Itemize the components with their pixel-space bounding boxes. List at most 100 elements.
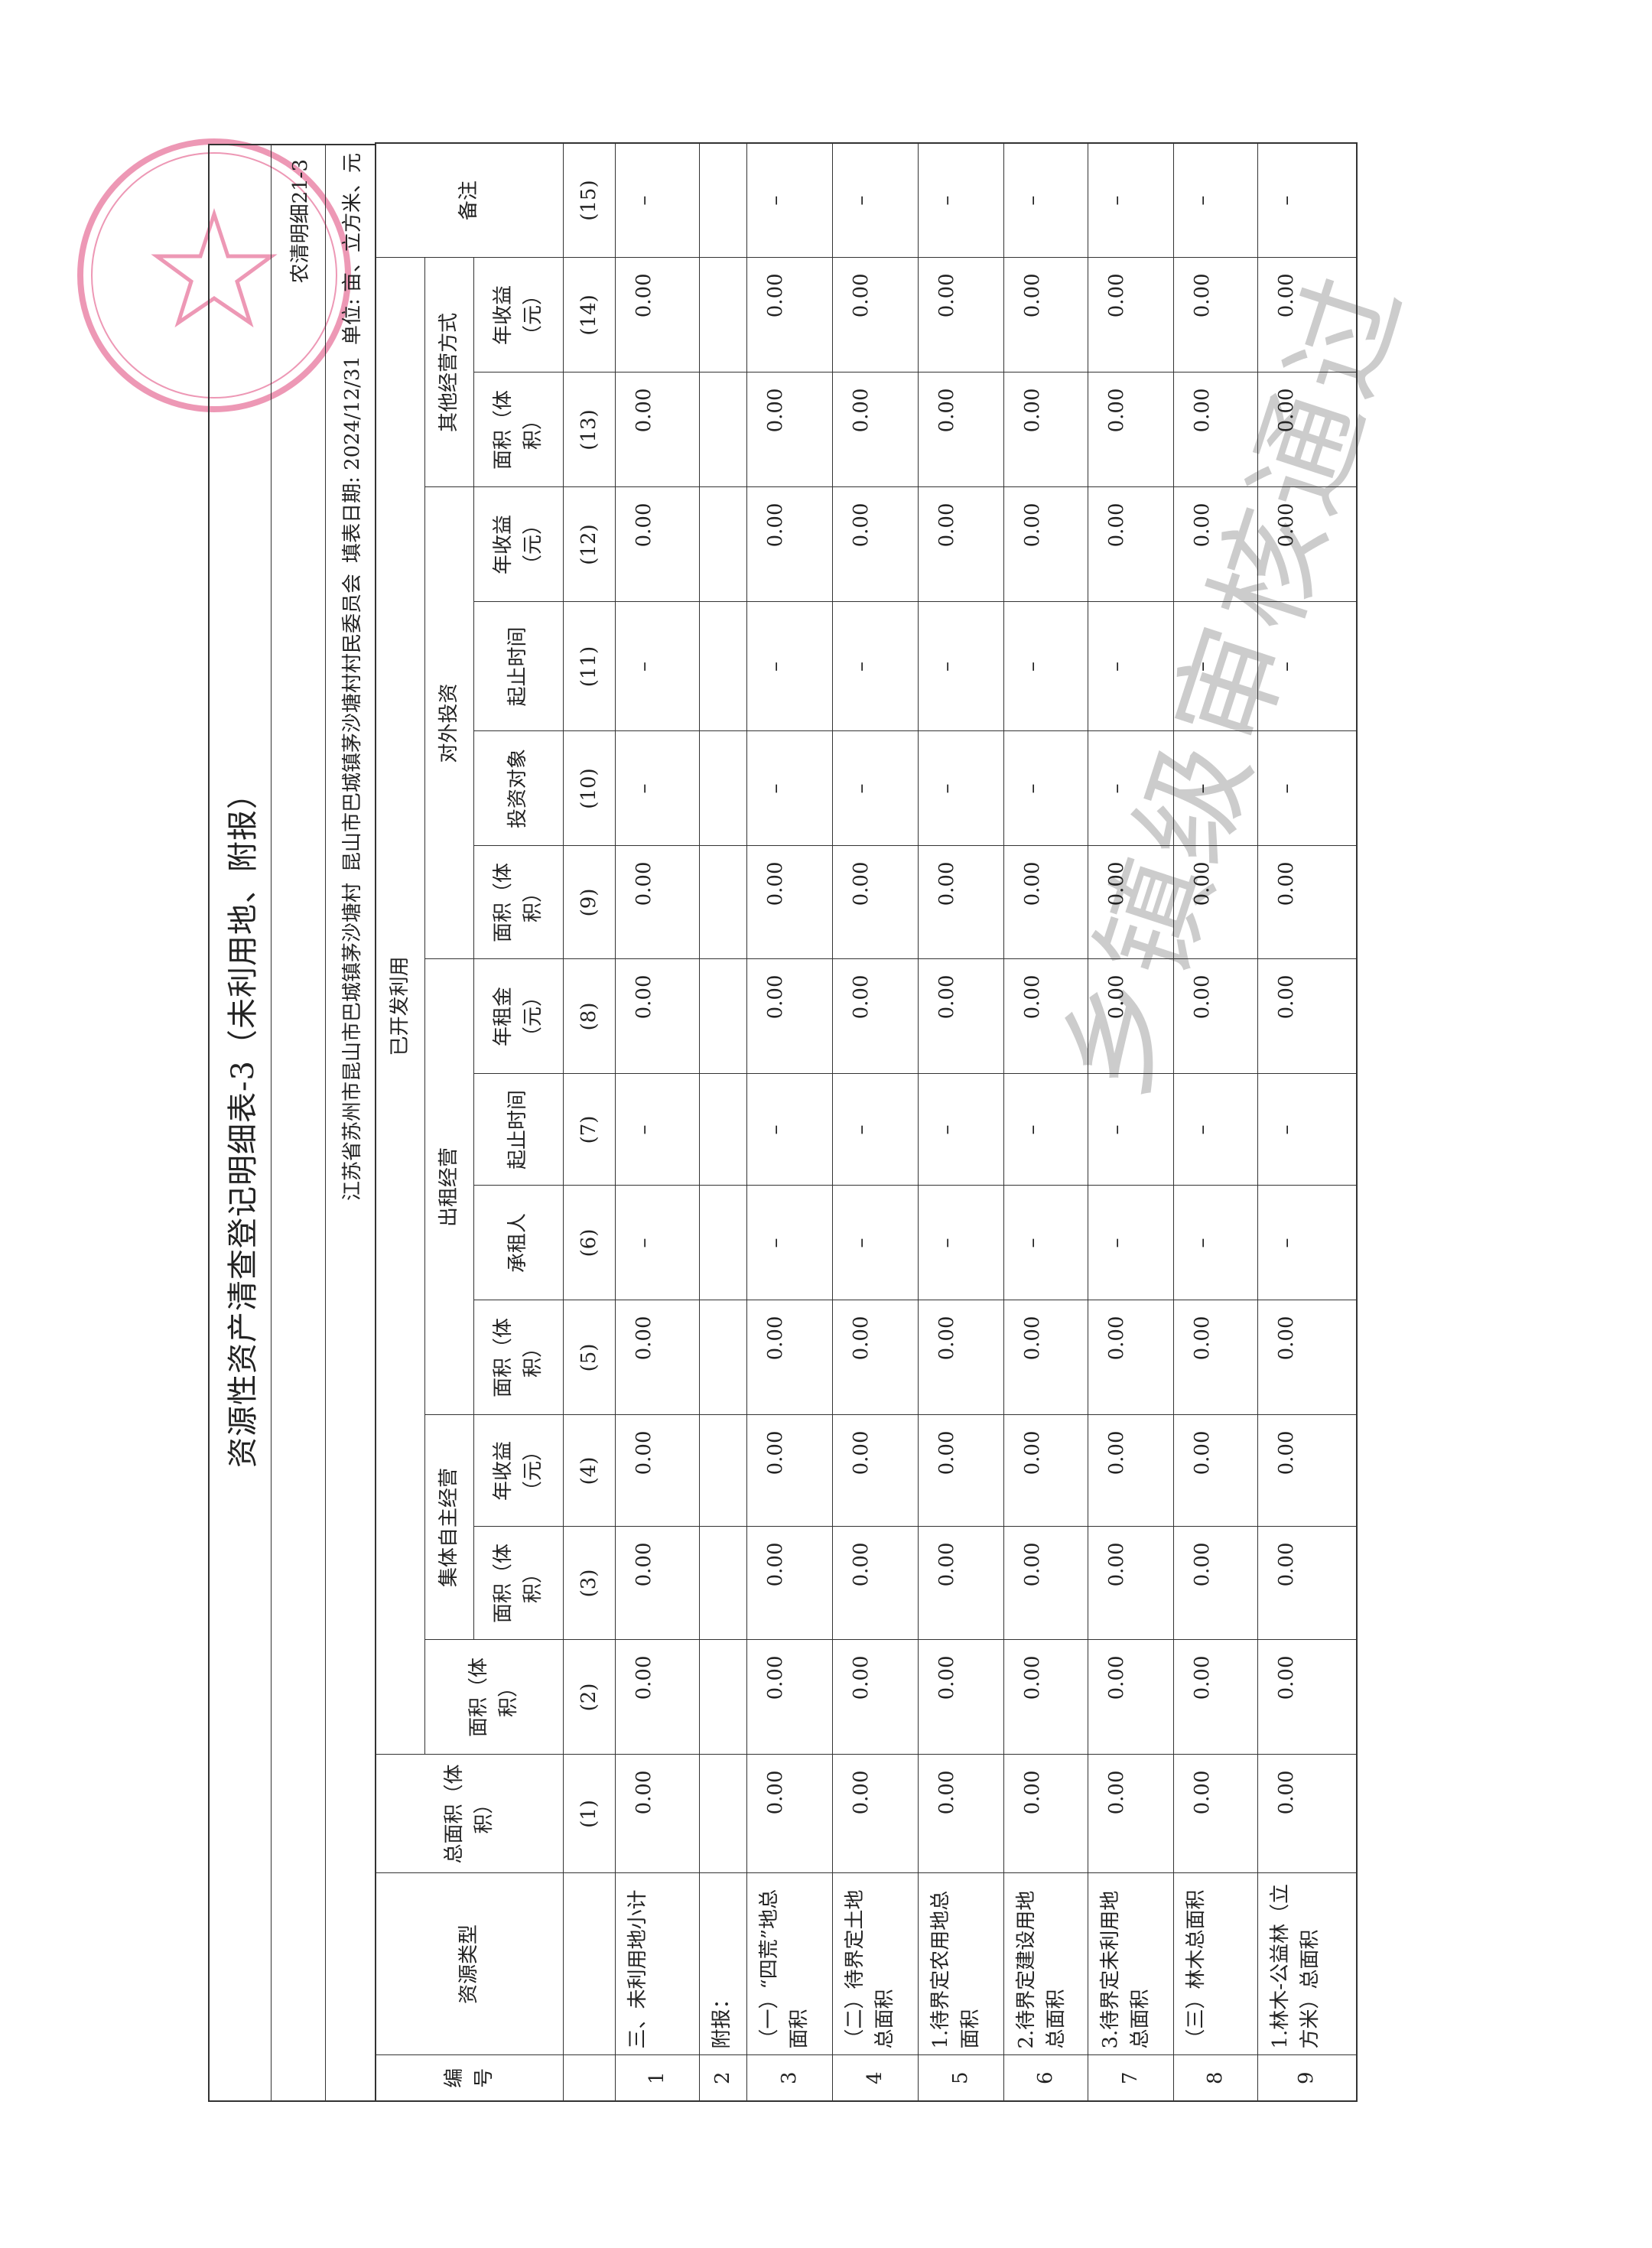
cell-col-13: 0.00: [1173, 372, 1257, 487]
column-index: (4): [563, 1415, 615, 1527]
cell-col-11: –: [918, 602, 1003, 731]
column-index: (7): [563, 1074, 615, 1186]
column-index: (13): [563, 372, 615, 487]
cell-col-7: –: [1088, 1074, 1173, 1186]
form-code: 农清明细21-3: [288, 159, 312, 284]
unit: 亩、立方米、元: [340, 153, 364, 293]
cell-col-8: 0.00: [1257, 959, 1357, 1074]
cell-col-5: 0.00: [1088, 1300, 1173, 1415]
cell-col-14: 0.00: [918, 257, 1003, 372]
cell-col-4: 0.00: [1173, 1415, 1257, 1527]
cell-col-10: –: [1088, 731, 1173, 846]
column-index: (9): [563, 846, 615, 959]
cell-col-4: 0.00: [918, 1415, 1003, 1527]
asset-register-sheet: 资源性资产清查登记明细表-3（未利用地、附报） 农清明细21-3 江苏省苏州市昆…: [208, 142, 1378, 2102]
resource-type: （三）林木总面积: [1173, 1873, 1257, 2055]
table-row: 5 1.待界定农用地总面积 0.00 0.00 0.00 0.00 0.00– –0.00 0.…: [918, 142, 1003, 2101]
resource-type: 1.待界定农用地总面积: [918, 1873, 1003, 2055]
cell-col-10: –: [918, 731, 1003, 846]
table-row: 7 3.待界定未利用地总面积 0.00 0.00 0.00 0.00 0.00– –0.00 0…: [1088, 142, 1173, 2101]
header-group-self: 集体自主经营: [424, 1415, 473, 1640]
cell-col-3: 0.00: [746, 1527, 832, 1640]
header-sub-10: 投资对象: [473, 731, 563, 846]
cell-col-15: –: [1173, 142, 1257, 258]
cell-col-1: 0.00: [615, 1755, 699, 1873]
cell-col-11: –: [746, 602, 832, 731]
cell-col-12: 0.00: [1088, 487, 1173, 602]
header-area: 面积（体积）: [424, 1640, 563, 1755]
cell-col-9: 0.00: [832, 846, 918, 959]
row-number: 5: [918, 2055, 1003, 2101]
cell-col-8: 0.00: [1003, 959, 1088, 1074]
unit-name: 昆山市巴城镇茅沙塘村村民委员会: [340, 573, 364, 872]
table-row: 6 2.待界定建设用地总面积 0.00 0.00 0.00 0.00 0.00– –0.00 0…: [1003, 142, 1088, 2101]
cell-col-6: [699, 1186, 746, 1300]
cell-col-9: 0.00: [918, 846, 1003, 959]
cell-col-1: [699, 1755, 746, 1873]
header-sub-5: 面积（体积）: [473, 1300, 563, 1415]
header-sub-3: 面积（体积）: [473, 1527, 563, 1640]
header-sub-13: 面积（体积）: [473, 372, 563, 487]
cell-col-6: –: [1173, 1186, 1257, 1300]
column-index: (10): [563, 731, 615, 846]
cell-col-2: [699, 1640, 746, 1755]
cell-col-14: 0.00: [1257, 257, 1357, 372]
cell-col-2: 0.00: [1257, 1640, 1357, 1755]
row-number: 1: [615, 2055, 699, 2101]
cell-col-11: –: [832, 602, 918, 731]
cell-col-4: 0.00: [615, 1415, 699, 1527]
cell-col-1: 0.00: [1173, 1755, 1257, 1873]
cell-col-12: 0.00: [918, 487, 1003, 602]
cell-col-12: 0.00: [1003, 487, 1088, 602]
cell-col-4: 0.00: [1257, 1415, 1357, 1527]
row-number: 4: [832, 2055, 918, 2101]
header-type: 资源类型: [376, 1873, 563, 2055]
cell-col-14: 0.00: [1088, 257, 1173, 372]
resource-type: 附报：: [699, 1873, 746, 2055]
cell-col-9: 0.00: [1257, 846, 1357, 959]
row-number: 7: [1088, 2055, 1173, 2101]
cell-col-6: –: [918, 1186, 1003, 1300]
cell-col-9: 0.00: [746, 846, 832, 959]
header-developed: 已开发利用: [376, 257, 424, 1755]
cell-col-3: [699, 1527, 746, 1640]
cell-col-2: 0.00: [1088, 1640, 1173, 1755]
table-row: 3 （一）“四荒”地总面积 0.00 0.00 0.00 0.00 0.00– –0.00 0.…: [746, 142, 832, 2101]
header-sub-6: 承租人: [473, 1186, 563, 1300]
cell-col-7: –: [1257, 1074, 1357, 1186]
cell-col-1: 0.00: [746, 1755, 832, 1873]
cell-col-8: 0.00: [918, 959, 1003, 1074]
cell-col-2: 0.00: [918, 1640, 1003, 1755]
table-row: 1 三、未利用地小计 0.00 0.00 0.00 0.00 0.00– –0.00 0.00–…: [615, 142, 699, 2101]
cell-col-8: 0.00: [746, 959, 832, 1074]
cell-col-3: 0.00: [1173, 1527, 1257, 1640]
column-index: (6): [563, 1186, 615, 1300]
cell-col-12: [699, 487, 746, 602]
cell-col-13: 0.00: [918, 372, 1003, 487]
cell-col-2: 0.00: [1173, 1640, 1257, 1755]
cell-col-14: 0.00: [832, 257, 918, 372]
cell-col-10: –: [1257, 731, 1357, 846]
cell-col-11: –: [1003, 602, 1088, 731]
cell-col-14: 0.00: [615, 257, 699, 372]
cell-col-5: 0.00: [1173, 1300, 1257, 1415]
cell-col-9: [699, 846, 746, 959]
cell-col-8: [699, 959, 746, 1074]
cell-col-7: –: [1173, 1074, 1257, 1186]
cell-col-2: 0.00: [615, 1640, 699, 1755]
cell-col-14: 0.00: [746, 257, 832, 372]
cell-col-15: –: [1003, 142, 1088, 258]
cell-col-8: 0.00: [615, 959, 699, 1074]
header-sub-7: 起止时间: [473, 1074, 563, 1186]
column-index: (12): [563, 487, 615, 602]
row-number: 3: [746, 2055, 832, 2101]
cell-col-7: –: [615, 1074, 699, 1186]
column-index: (3): [563, 1527, 615, 1640]
cell-col-8: 0.00: [1088, 959, 1173, 1074]
cell-col-11: –: [1088, 602, 1173, 731]
cell-col-11: –: [1257, 602, 1357, 731]
cell-col-7: –: [832, 1074, 918, 1186]
cell-col-15: –: [615, 142, 699, 258]
resource-type: 1.林木-公益林（立方米）总面积: [1257, 1873, 1357, 2055]
cell-col-14: [699, 257, 746, 372]
